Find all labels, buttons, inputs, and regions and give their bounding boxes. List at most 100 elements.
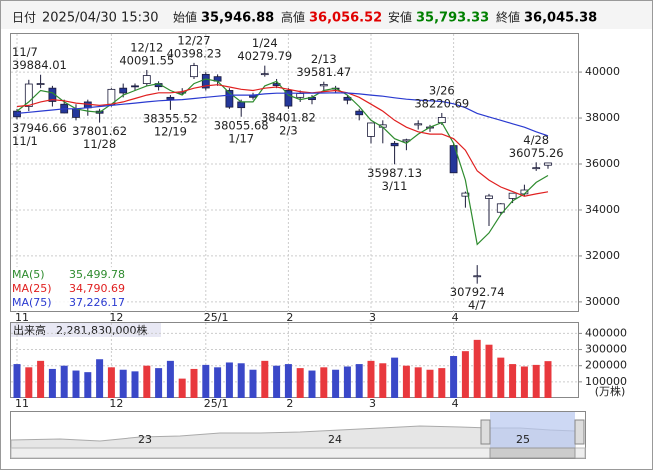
navigator <box>10 411 586 459</box>
volume-bar <box>84 372 92 398</box>
candle-body <box>260 73 269 76</box>
candle-body <box>473 275 482 278</box>
annotation-date: 12/27 <box>177 33 210 47</box>
annotation-date: 1/24 <box>252 36 278 50</box>
x-tick-label: 3 <box>369 397 376 410</box>
candle-body <box>36 83 45 85</box>
volume-bar <box>273 365 281 398</box>
candle-body <box>367 122 375 137</box>
x-tick-label: 11 <box>15 397 29 410</box>
volume-bar <box>343 366 351 398</box>
y-tick-label: 32000 <box>585 249 620 262</box>
annotation-value: 38220.69 <box>414 96 469 110</box>
volume-bar <box>25 367 33 398</box>
header-date: 2025/04/30 15:30 <box>42 11 159 26</box>
volume-bar <box>438 368 446 398</box>
volume-bar <box>414 367 422 398</box>
volume-bar <box>308 370 316 398</box>
volume-bar <box>96 359 104 398</box>
y-tick-label: 36000 <box>585 157 620 170</box>
ma-line <box>16 84 549 197</box>
header-bar <box>1 1 652 29</box>
header-field-value: 35,946.88 <box>201 11 274 26</box>
volume-bar <box>426 369 434 398</box>
x-tick-label: 4 <box>452 311 459 324</box>
annotation-value: 39884.01 <box>12 58 67 72</box>
volume-bar <box>166 360 174 398</box>
annotation-value: 40398.23 <box>167 46 222 60</box>
annotation-value: 37801.62 <box>72 124 127 138</box>
volume-bar <box>214 367 222 398</box>
candle-body <box>237 101 246 109</box>
volume-bar <box>461 351 469 398</box>
annotation-value: 40091.55 <box>119 53 174 67</box>
candle-body <box>319 84 328 87</box>
header-field-value: 36,056.52 <box>309 11 382 26</box>
volume-bar <box>202 364 210 398</box>
volume-bar <box>155 368 163 398</box>
candle-body <box>225 90 234 108</box>
candle-body <box>24 83 33 107</box>
candle-body <box>142 75 151 84</box>
volume-bar <box>485 344 493 398</box>
volume-bar <box>249 369 257 398</box>
x-tick-label: 12 <box>109 311 123 324</box>
navigator-label: 25 <box>516 433 530 446</box>
volume-bar <box>379 363 387 398</box>
volume-unit: (万株) <box>595 384 626 398</box>
legend-bg <box>11 267 127 311</box>
candle-body <box>13 110 21 118</box>
annotation-value: 39581.47 <box>296 65 351 79</box>
navigator-handle-right[interactable] <box>574 419 585 445</box>
annotation-date: 2/13 <box>311 52 337 66</box>
volume-bar <box>178 378 186 398</box>
volume-bar <box>532 364 540 398</box>
volume-bar <box>296 368 304 398</box>
navigator-label: 23 <box>138 433 152 446</box>
x-tick-label: 25/1 <box>204 397 229 410</box>
scrollbar[interactable] <box>10 447 586 459</box>
volume-bar <box>284 364 292 398</box>
candle-body <box>414 123 423 126</box>
volume-bar <box>497 357 505 398</box>
legend-name: MA(5) <box>12 268 45 281</box>
navigator-handle-left[interactable] <box>480 419 491 445</box>
y-tick-label: 300000 <box>585 343 627 356</box>
volume-bar <box>143 365 151 398</box>
annotation-date: 12/19 <box>154 124 187 138</box>
header-date-label: 日付 <box>12 11 36 25</box>
scrollbar-thumb[interactable] <box>489 447 576 459</box>
candle-body <box>190 65 198 78</box>
volume-bar <box>48 368 56 398</box>
volume-bar <box>367 360 375 398</box>
annotation-date: 2/3 <box>279 123 298 137</box>
candle-body <box>284 90 293 107</box>
navigator-label: 24 <box>328 433 342 446</box>
annotation-value: 38401.82 <box>261 110 316 124</box>
annotation-date: 4/7 <box>468 298 487 312</box>
annotation-value: 40279.79 <box>237 49 292 63</box>
header-field-value: 36,045.38 <box>524 11 597 26</box>
volume-bar <box>72 370 80 398</box>
legend-value: 35,499.78 <box>69 268 125 281</box>
y-tick-label: 40000 <box>585 65 620 78</box>
x-tick-label: 4 <box>452 397 459 410</box>
candle-body <box>508 192 517 199</box>
volume-bar <box>473 339 481 398</box>
volume-bar <box>37 360 45 398</box>
volume-bar <box>131 371 139 398</box>
y-tick-label: 400000 <box>585 326 627 339</box>
annotation-date: 1/17 <box>228 131 254 145</box>
volume-bar <box>544 361 552 398</box>
x-tick-label: 12 <box>109 397 123 410</box>
candle-body <box>355 110 364 116</box>
annotation-value: 36075.26 <box>509 146 564 160</box>
legend-value: 37,226.17 <box>69 296 125 309</box>
volume-bar <box>355 364 363 398</box>
volume-bar <box>332 369 340 398</box>
candle-body <box>72 108 80 118</box>
volume-bar <box>320 367 328 398</box>
volume-bar <box>520 366 528 398</box>
